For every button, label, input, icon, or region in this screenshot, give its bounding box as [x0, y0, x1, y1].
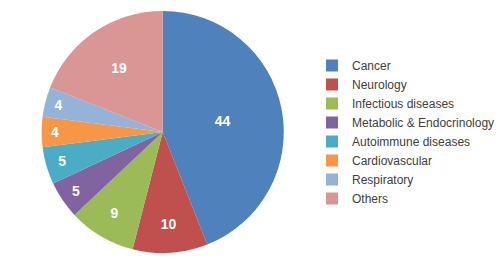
- svg-text:19: 19: [111, 60, 127, 76]
- svg-text:44: 44: [215, 113, 231, 129]
- svg-text:4: 4: [54, 97, 62, 113]
- svg-text:Cancer: Cancer: [352, 59, 391, 73]
- svg-text:9: 9: [111, 205, 119, 221]
- svg-text:Others: Others: [352, 192, 388, 206]
- svg-text:Infectious diseases: Infectious diseases: [352, 97, 454, 111]
- svg-text:Autoimmune diseases: Autoimmune diseases: [352, 135, 470, 149]
- svg-text:10: 10: [161, 216, 177, 232]
- svg-text:5: 5: [58, 153, 66, 169]
- svg-text:4: 4: [51, 124, 59, 140]
- svg-text:Cardiovascular: Cardiovascular: [352, 154, 432, 168]
- svg-text:Neurology: Neurology: [352, 78, 407, 92]
- svg-text:5: 5: [72, 183, 80, 199]
- svg-text:Metabolic & Endocrinology: Metabolic & Endocrinology: [352, 116, 494, 130]
- svg-text:Respiratory: Respiratory: [352, 173, 413, 187]
